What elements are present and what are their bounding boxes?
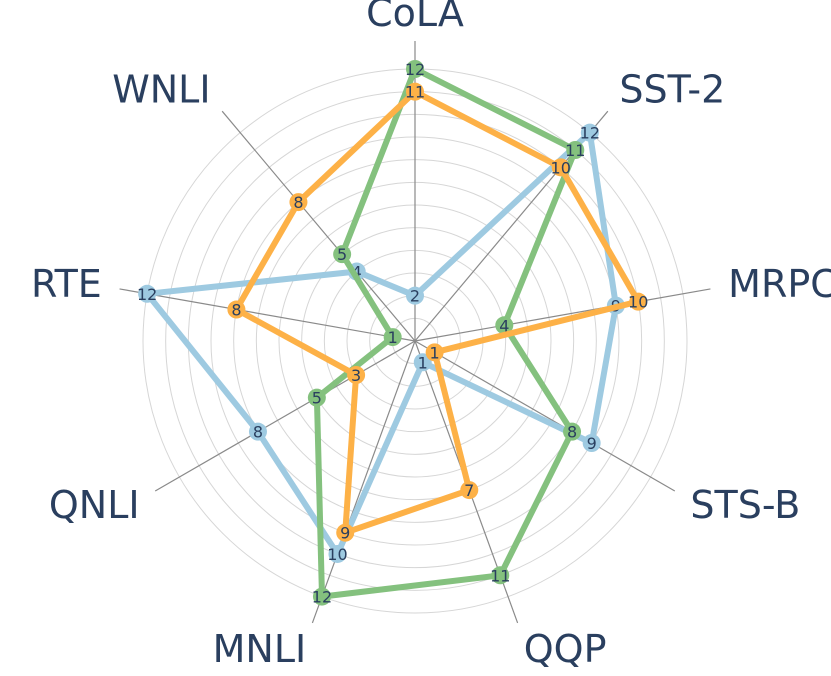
data-point [138,284,157,303]
data-label: 11 [490,566,510,585]
data-point [336,523,355,542]
data-point [566,140,585,159]
data-point [248,422,267,441]
data-label: 1 [388,328,398,347]
data-point [460,481,479,500]
data-label: 10 [628,293,648,312]
data-point [406,82,424,101]
data-point [406,286,424,305]
data-label: 12 [137,285,157,304]
data-label: 11 [405,83,425,102]
data-label: 12 [580,124,600,143]
data-label: 4 [499,316,509,335]
data-point [413,353,432,372]
data-label: 10 [551,158,571,177]
category-label: MNLI [213,627,307,671]
category-label: CoLA [366,0,464,35]
data-label: 8 [231,301,241,320]
series-line [233,88,642,536]
radar-spokes [119,41,711,624]
data-label: 1 [430,343,440,362]
data-label: 10 [327,545,347,564]
axis-spoke [414,288,711,342]
axis-spoke [414,340,676,492]
category-labels: CoLA SST-2 MRPC STS-B QQP MNLI QNLI RTE WNLI [31,0,831,671]
data-label: 5 [337,245,347,264]
data-label: 9 [340,524,350,543]
data-point [406,60,424,78]
axis-spoke [221,110,416,342]
data-label: 8 [567,423,577,442]
category-label: WNLI [112,68,210,112]
data-label: 8 [293,193,303,212]
data-point [563,422,582,441]
data-label: 5 [312,389,322,408]
data-point [551,158,570,177]
data-label: 7 [464,481,474,500]
axis-spoke [154,340,416,492]
data-label: 12 [405,60,425,79]
category-label: MRPC [728,262,831,306]
data-point [307,388,326,407]
category-label: STS-B [690,483,800,527]
data-point [491,566,510,585]
data-label: 4 [352,263,362,282]
data-point [582,434,601,452]
data-label: 2 [410,287,420,306]
axis-spoke [311,340,416,624]
data-point [495,316,514,335]
data-label: 12 [312,588,332,607]
category-label: QNLI [49,483,140,527]
data-label: 8 [253,423,263,442]
data-point [227,300,246,319]
data-label: 1 [418,353,428,372]
data-point [347,366,366,384]
data-point [312,587,331,606]
series-line [313,66,579,600]
data-point [289,193,308,212]
data-label: 3 [351,366,361,385]
data-label: 11 [565,141,585,160]
data-label: 9 [587,434,597,453]
data-point [425,343,444,362]
data-point [333,245,352,264]
data-point [629,292,648,311]
category-label: QQP [524,627,607,671]
category-label: RTE [31,262,102,306]
axis-spoke [119,288,416,342]
category-label: SST-2 [619,68,725,112]
data-point [328,544,347,563]
data-point [383,328,402,347]
data-point [580,123,599,142]
